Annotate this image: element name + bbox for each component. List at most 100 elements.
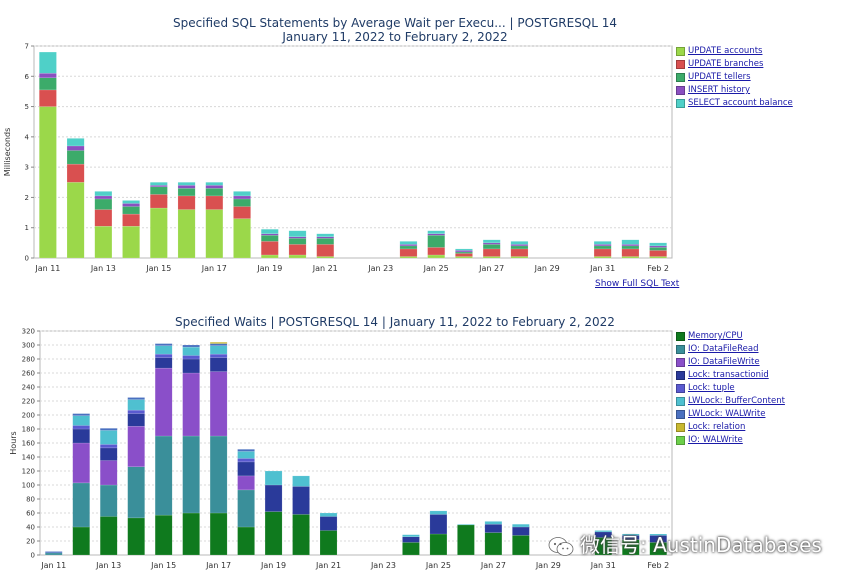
chart2-legend-item[interactable]: LWLock: BufferContent bbox=[676, 395, 785, 408]
chart1-x-tick-label: Jan 19 bbox=[256, 264, 282, 273]
chart2-bar-lwlock-walwrite bbox=[209, 343, 228, 346]
chart1-x-tick-label: Jan 25 bbox=[423, 264, 449, 273]
legend-swatch bbox=[676, 371, 685, 380]
chart2-x-tick-label: Feb 2 bbox=[647, 561, 669, 570]
chart2-bar-lock-transactionid bbox=[484, 524, 503, 533]
chart2-title: Specified Waits | POSTGRESQL 14 | Januar… bbox=[175, 315, 615, 329]
chart2-bar-lwlock-buffercontent bbox=[127, 399, 145, 411]
show-full-sql-text-link[interactable]: Show Full SQL Text bbox=[595, 279, 680, 289]
legend-label[interactable]: IO: DataFileRead bbox=[688, 344, 759, 354]
chart2-bar-lwlock-buffercontent bbox=[154, 345, 173, 355]
chart2-legend-item[interactable]: IO: WALWrite bbox=[676, 434, 785, 447]
chart1-bar-select-account-balance bbox=[260, 229, 279, 234]
chart1-bar-insert-history bbox=[482, 242, 501, 245]
legend-label[interactable]: UPDATE branches bbox=[688, 59, 764, 69]
chart2-legend-item[interactable]: LWLock: WALWrite bbox=[676, 408, 785, 421]
chart1-y-tick-label: 1 bbox=[25, 224, 29, 232]
chart1-x-tick-label: Jan 27 bbox=[478, 264, 504, 273]
chart1-bar-select-account-balance bbox=[399, 241, 418, 245]
legend-swatch bbox=[676, 86, 685, 95]
chart2-bar-memory-cpu bbox=[182, 512, 200, 556]
legend-swatch bbox=[676, 384, 685, 393]
chart2-bar-io-datafileread bbox=[182, 435, 200, 514]
chart1-bar-select-account-balance bbox=[482, 239, 501, 244]
chart2-bar-lock-transactionid bbox=[154, 357, 173, 369]
legend-label[interactable]: SELECT account balance bbox=[688, 98, 793, 108]
chart2-bar-lock-transactionid bbox=[429, 514, 448, 535]
chart2-bar-lwlock-walwrite bbox=[154, 343, 173, 346]
legend-label[interactable]: UPDATE accounts bbox=[688, 46, 763, 56]
chart2-bar-lock-transactionid bbox=[72, 428, 90, 444]
chart2-bar-memory-cpu bbox=[292, 514, 310, 556]
legend-label[interactable]: Memory/CPU bbox=[688, 331, 743, 341]
chart1-legend-item[interactable]: UPDATE tellers bbox=[676, 71, 793, 84]
legend-label[interactable]: LWLock: WALWrite bbox=[688, 409, 766, 419]
chart1-bar-select-account-balance bbox=[66, 138, 85, 147]
chart2-y-axis-label: Hours bbox=[9, 431, 18, 454]
chart2-x-tick-label: Jan 19 bbox=[260, 561, 286, 570]
chart1-bar-update-tellers bbox=[427, 235, 446, 248]
chart1-bar-select-account-balance bbox=[94, 191, 113, 197]
chart1-bar-insert-history bbox=[399, 244, 418, 247]
chart2-bar-io-datafilewrite bbox=[72, 442, 90, 484]
chart2-bar-memory-cpu bbox=[72, 526, 90, 556]
chart1-y-axis-label: Milliseconds bbox=[3, 128, 12, 177]
chart1-bar-select-account-balance bbox=[288, 230, 307, 238]
legend-label[interactable]: INSERT history bbox=[688, 85, 751, 95]
chart1-legend-item[interactable]: UPDATE accounts bbox=[676, 45, 793, 58]
chart2-legend-item[interactable]: IO: DataFileRead bbox=[676, 343, 785, 356]
chart2-legend-item[interactable]: Lock: relation bbox=[676, 421, 785, 434]
chart2-bar-lwlock-buffercontent bbox=[319, 512, 338, 517]
legend-label[interactable]: UPDATE tellers bbox=[688, 72, 751, 82]
legend-label[interactable]: Lock: transactionid bbox=[688, 370, 769, 380]
chart1-bar-update-accounts bbox=[260, 254, 279, 259]
chart2-bar-io-datafileread bbox=[45, 552, 63, 556]
chart1-bar-select-account-balance bbox=[593, 241, 612, 245]
chart1-bar-insert-history bbox=[593, 244, 612, 247]
chart2-y-tick-label: 60 bbox=[26, 510, 35, 518]
chart2-bar-lwlock-walwrite bbox=[237, 449, 255, 452]
chart2-y-tick-label: 240 bbox=[22, 384, 35, 392]
legend-swatch bbox=[676, 99, 685, 108]
chart1-bar-select-account-balance bbox=[205, 182, 224, 186]
chart2-bar-memory-cpu bbox=[99, 516, 118, 556]
legend-label[interactable]: IO: DataFileWrite bbox=[688, 357, 760, 367]
chart2-legend-item[interactable]: Lock: tuple bbox=[676, 382, 785, 395]
chart1-bar-update-tellers bbox=[39, 77, 57, 91]
chart2-x-tick-label: Jan 21 bbox=[315, 561, 341, 570]
chart2-legend-item[interactable]: IO: DataFileWrite bbox=[676, 356, 785, 369]
chart2-bar-lock-transactionid bbox=[182, 358, 200, 374]
chart2-bar-memory-cpu bbox=[402, 542, 420, 556]
chart2-bar-io-datafilewrite bbox=[127, 426, 145, 468]
chart1-bar-update-branches bbox=[399, 248, 418, 257]
chart2-x-tick-label: Jan 27 bbox=[480, 561, 506, 570]
chart2-bar-lock-transactionid bbox=[512, 526, 530, 536]
chart2-y-tick-label: 40 bbox=[26, 524, 35, 532]
chart2-legend-item[interactable]: Lock: transactionid bbox=[676, 369, 785, 382]
chart1-legend-item[interactable]: SELECT account balance bbox=[676, 97, 793, 110]
legend-label[interactable]: IO: WALWrite bbox=[688, 435, 743, 445]
chart2-bar-lwlock-buffercontent bbox=[264, 470, 283, 486]
chart2-bar-memory-cpu bbox=[237, 526, 255, 556]
chart2-bar-lwlock-buffercontent bbox=[484, 521, 503, 525]
chart2-bar-lock-tuple bbox=[182, 355, 200, 360]
chart2-y-tick-label: 300 bbox=[22, 342, 35, 350]
legend-label[interactable]: LWLock: BufferContent bbox=[688, 396, 785, 406]
chart1-legend-item[interactable]: UPDATE branches bbox=[676, 58, 793, 71]
legend-label[interactable]: Lock: tuple bbox=[688, 383, 735, 393]
chart2-y-tick-label: 180 bbox=[22, 426, 35, 434]
chart2-x-tick-label: Jan 15 bbox=[150, 561, 176, 570]
chart2-bar-io-datafileread bbox=[127, 466, 145, 519]
chart2-bar-io-datafilewrite bbox=[182, 372, 200, 437]
chart1-legend-item[interactable]: INSERT history bbox=[676, 84, 793, 97]
chart1-bar-update-accounts bbox=[427, 254, 446, 259]
chart1-bar-insert-history bbox=[122, 203, 140, 207]
legend-label[interactable]: Lock: relation bbox=[688, 422, 746, 432]
chart2-bar-lock-tuple bbox=[209, 353, 228, 358]
chart1-x-tick-label: Feb 2 bbox=[647, 264, 669, 273]
chart2-bar-memory-cpu bbox=[429, 533, 448, 556]
chart2-legend-item[interactable]: Memory/CPU bbox=[676, 330, 785, 343]
chart2-y-tick-label: 200 bbox=[22, 412, 35, 420]
legend-swatch bbox=[676, 423, 685, 432]
chart1-bar-select-account-balance bbox=[316, 233, 335, 237]
